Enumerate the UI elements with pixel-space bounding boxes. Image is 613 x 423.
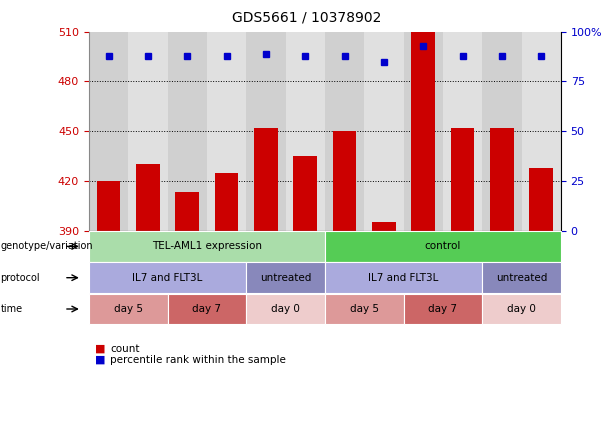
Bar bbox=[97, 181, 120, 231]
Bar bbox=[215, 173, 238, 231]
Text: TEL-AML1 expression: TEL-AML1 expression bbox=[152, 242, 262, 251]
Text: day 5: day 5 bbox=[114, 304, 143, 314]
Bar bbox=[411, 32, 435, 231]
Text: day 0: day 0 bbox=[271, 304, 300, 314]
Bar bbox=[286, 32, 325, 231]
Bar bbox=[451, 128, 474, 231]
Text: time: time bbox=[1, 304, 23, 314]
Text: control: control bbox=[425, 242, 461, 251]
Bar bbox=[175, 192, 199, 231]
Bar bbox=[325, 32, 364, 231]
Text: ■: ■ bbox=[95, 354, 105, 365]
Bar bbox=[372, 222, 395, 231]
Text: day 0: day 0 bbox=[507, 304, 536, 314]
Bar bbox=[136, 164, 159, 231]
Text: ■: ■ bbox=[95, 343, 105, 354]
Bar bbox=[443, 32, 482, 231]
Text: day 5: day 5 bbox=[350, 304, 379, 314]
Bar bbox=[246, 32, 286, 231]
Bar bbox=[522, 32, 561, 231]
Text: day 7: day 7 bbox=[192, 304, 221, 314]
Bar bbox=[490, 128, 514, 231]
Bar bbox=[333, 131, 356, 231]
Text: untreated: untreated bbox=[260, 273, 311, 283]
Bar bbox=[167, 32, 207, 231]
Bar bbox=[254, 128, 278, 231]
Bar bbox=[403, 32, 443, 231]
Text: percentile rank within the sample: percentile rank within the sample bbox=[110, 354, 286, 365]
Text: untreated: untreated bbox=[496, 273, 547, 283]
Bar bbox=[294, 156, 317, 231]
Bar bbox=[364, 32, 403, 231]
Text: day 7: day 7 bbox=[428, 304, 457, 314]
Bar bbox=[128, 32, 167, 231]
Bar bbox=[207, 32, 246, 231]
Text: protocol: protocol bbox=[1, 273, 40, 283]
Text: IL7 and FLT3L: IL7 and FLT3L bbox=[368, 273, 439, 283]
Text: IL7 and FLT3L: IL7 and FLT3L bbox=[132, 273, 203, 283]
Text: GDS5661 / 10378902: GDS5661 / 10378902 bbox=[232, 11, 381, 25]
Text: genotype/variation: genotype/variation bbox=[1, 242, 93, 251]
Bar bbox=[482, 32, 522, 231]
Bar bbox=[89, 32, 128, 231]
Bar bbox=[530, 168, 553, 231]
Text: count: count bbox=[110, 343, 140, 354]
